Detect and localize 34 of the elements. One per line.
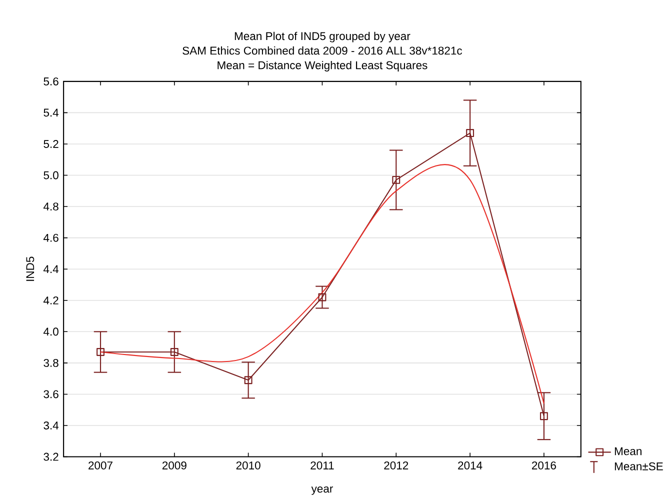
x-tick-label: 2010 [236, 461, 260, 470]
point [466, 128, 474, 137]
y-tick-label: 4.8 [43, 202, 58, 210]
y-tick-label: 4.4 [43, 265, 59, 273]
point [392, 176, 400, 184]
x-tick-label: 2012 [384, 461, 408, 470]
y-tick-label: 3.2 [44, 452, 58, 461]
x-axis-title: year [311, 486, 333, 495]
y-tick-label: 5.2 [44, 140, 58, 148]
point [540, 412, 548, 420]
point [170, 348, 178, 356]
chart-subtitle: SAM Ethics Combined data 2009 - 2016 ALL 38v*1821c [182, 46, 462, 54]
y-tick-label: 4.2 [43, 296, 58, 304]
x-tick-label: 2016 [532, 461, 556, 470]
y-tick-label: 3.6 [44, 390, 58, 398]
chart-title: Mean Plot of IND5 grouped by year [234, 32, 410, 42]
x-tick-label: 2007 [88, 461, 112, 470]
text: Mean = Distance Weighted Least Squares [218, 60, 428, 72]
point [244, 376, 252, 384]
text: Mean±SE [614, 462, 663, 470]
y-tick-label: 5.4 [44, 108, 59, 116]
y-tick-label: 4.6 [43, 234, 58, 242]
legend-label: Mean [614, 447, 642, 455]
x-tick-label: 2014 [458, 461, 482, 470]
point [318, 293, 326, 302]
point [96, 348, 104, 356]
y-tick-label: 5.6 [44, 77, 58, 86]
y-tick-label: 3.4 [44, 421, 59, 430]
y-tick-label: 5.0 [44, 171, 58, 180]
x-tick-label: 2009 [162, 461, 186, 470]
y-tick-label: 3.8 [44, 358, 58, 367]
y-tick-label: 4.0 [43, 327, 58, 336]
x-tick-label: 2011 [310, 461, 334, 470]
y-axis-title: IND5 [26, 256, 34, 281]
